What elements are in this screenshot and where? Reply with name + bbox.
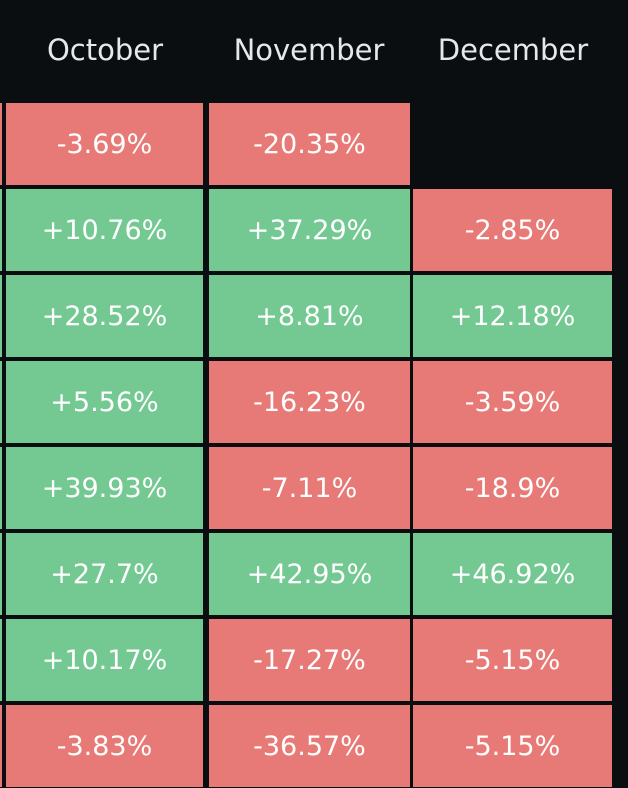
return-cell-november: +8.81% — [209, 275, 410, 357]
previous-column-edge — [0, 103, 2, 185]
return-cell-november: -7.11% — [209, 447, 410, 529]
return-cell-october: +39.93% — [6, 447, 203, 529]
return-cell-october: +5.56% — [6, 361, 203, 443]
column-header-december: December — [437, 33, 589, 67]
previous-column-edge — [0, 447, 2, 529]
return-cell-october: -3.69% — [6, 103, 203, 185]
table-header: October November December — [0, 0, 628, 100]
previous-column-edge — [0, 189, 2, 271]
column-header-november: November — [233, 33, 385, 67]
return-cell-december: -5.15% — [413, 619, 612, 701]
previous-column-edge — [0, 361, 2, 443]
return-cell-december: -18.9% — [413, 447, 612, 529]
return-cell-december: -2.85% — [413, 189, 612, 271]
return-cell-november: -36.57% — [209, 705, 410, 787]
return-cell-december: -5.15% — [413, 705, 612, 787]
previous-column-edge — [0, 275, 2, 357]
return-cell-october: +27.7% — [6, 533, 203, 615]
previous-column-edge — [0, 533, 2, 615]
return-cell-december: +12.18% — [413, 275, 612, 357]
return-cell-november: +42.95% — [209, 533, 410, 615]
previous-column-edge — [0, 619, 2, 701]
return-cell-november: -17.27% — [209, 619, 410, 701]
return-cell-october: +10.76% — [6, 189, 203, 271]
return-cell-october: +28.52% — [6, 275, 203, 357]
return-cell-november: -16.23% — [209, 361, 410, 443]
return-cell-december: +46.92% — [413, 533, 612, 615]
return-cell-november: +37.29% — [209, 189, 410, 271]
previous-column-edge — [0, 705, 2, 787]
return-cell-october: +10.17% — [6, 619, 203, 701]
return-cell-december: -3.59% — [413, 361, 612, 443]
return-cell-december — [413, 103, 612, 185]
column-header-october: October — [46, 33, 164, 67]
return-cell-october: -3.83% — [6, 705, 203, 787]
return-cell-november: -20.35% — [209, 103, 410, 185]
